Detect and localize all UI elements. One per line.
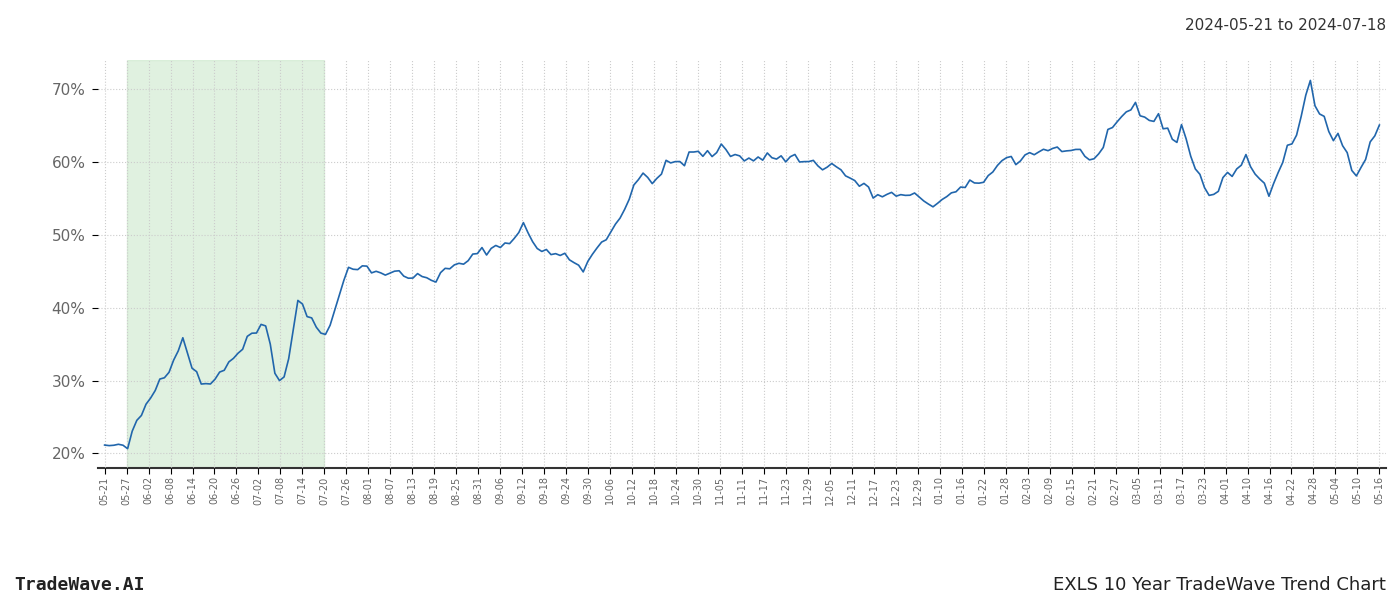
- Bar: [126, 60, 325, 468]
- Text: 2024-05-21 to 2024-07-18: 2024-05-21 to 2024-07-18: [1184, 18, 1386, 33]
- Text: TradeWave.AI: TradeWave.AI: [14, 576, 144, 594]
- Text: EXLS 10 Year TradeWave Trend Chart: EXLS 10 Year TradeWave Trend Chart: [1053, 576, 1386, 594]
